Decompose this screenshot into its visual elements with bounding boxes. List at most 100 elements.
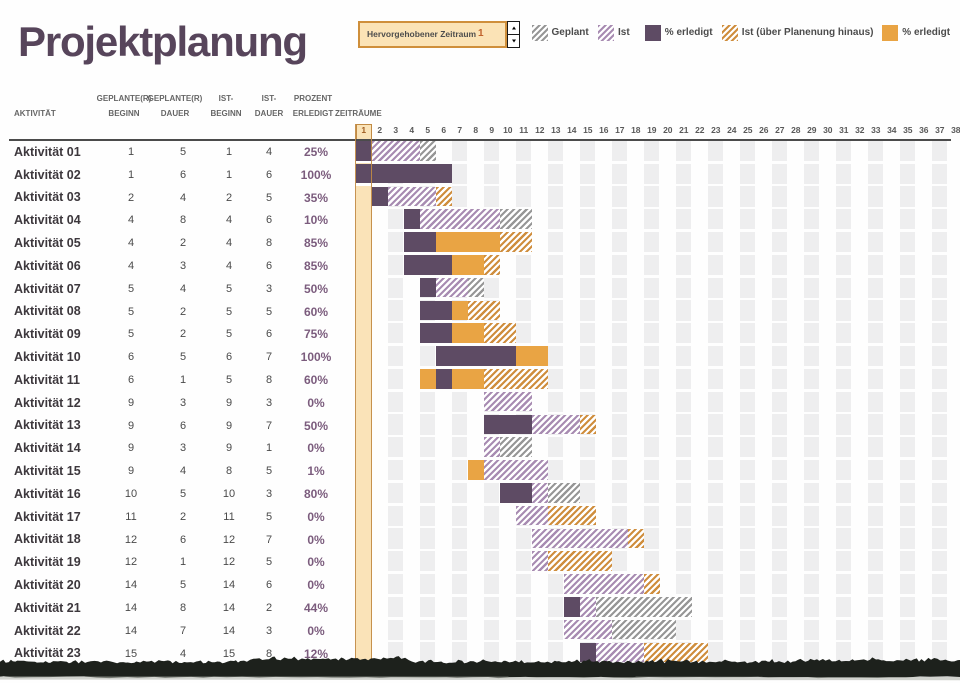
timeline-period-label: 15	[583, 125, 593, 135]
table-value-plan-start: 9	[127, 442, 135, 455]
grid-stripe-cell	[420, 574, 436, 595]
grid-stripe-cell	[772, 254, 788, 275]
gantt-bar-purple-hatch	[531, 414, 580, 435]
grid-stripe-cell	[452, 460, 468, 481]
table-value-actual-start: 1	[225, 146, 233, 158]
timeline-period-label: 37	[935, 125, 945, 135]
grid-stripe-cell	[932, 574, 948, 595]
table-value-plan-duration: 6	[179, 168, 187, 181]
grid-stripe-cell	[804, 163, 820, 184]
grid-stripe-cell	[484, 574, 500, 595]
table-value-plan-start: 14	[124, 579, 138, 592]
table-value-plan-start: 12	[124, 533, 138, 546]
legend: Geplant Ist % erledigt Ist (über Planenung …	[0, 0, 960, 50]
grid-stripe-cell	[772, 391, 788, 412]
spinner-up-button[interactable]	[508, 22, 519, 34]
table-value-plan-duration: 2	[179, 237, 187, 250]
table-value-plan-duration: 3	[179, 260, 187, 272]
gantt-bar-orange-hatch	[499, 232, 532, 252]
timeline-period-label: 9	[489, 125, 495, 135]
grid-stripe-cell	[708, 140, 724, 161]
activity-name: Aktivität 17	[14, 509, 81, 524]
grid-stripe-cell	[612, 505, 628, 526]
grid-stripe-cell	[484, 186, 500, 207]
grid-stripe-cell	[772, 300, 788, 321]
grid-stripe-cell	[836, 368, 852, 389]
grid-stripe-cell	[548, 232, 564, 253]
gantt-bar-orange-hatch	[643, 574, 660, 594]
grid-stripe-cell	[932, 642, 948, 663]
legend-swatch-orange-hatch-icon	[721, 25, 738, 41]
grid-stripe-cell	[676, 163, 692, 184]
legend-swatch-purple-hatch-icon	[598, 25, 614, 41]
grid-stripe-cell	[836, 642, 852, 663]
grid-stripe-cell	[516, 642, 532, 663]
gantt-bar-purple-solid	[483, 414, 532, 435]
grid-stripe-cell	[612, 368, 628, 389]
table-value-plan-duration: 3	[179, 442, 187, 455]
grid-stripe-cell	[676, 505, 692, 526]
grid-stripe-cell	[836, 460, 852, 481]
grid-stripe-cell	[612, 323, 628, 344]
table-value-actual-start: 12	[222, 556, 236, 569]
timeline-period-label: 34	[887, 125, 897, 135]
grid-stripe-cell	[676, 460, 692, 481]
grid-stripe-cell	[804, 551, 820, 572]
grid-stripe-cell	[868, 437, 884, 458]
grid-stripe-cell	[772, 482, 788, 503]
grid-stripe-cell	[804, 209, 820, 230]
table-value-plan-start: 6	[127, 374, 135, 386]
percent-complete-value: 44%	[303, 601, 329, 615]
grid-stripe-cell	[868, 551, 884, 572]
table-top-border	[9, 138, 951, 141]
gantt-bar-orange-hatch	[483, 323, 516, 343]
grid-stripe-cell	[676, 300, 692, 321]
grid-stripe-cell	[644, 528, 660, 549]
grid-stripe-cell	[804, 186, 820, 207]
table-value-actual-duration: 2	[265, 602, 273, 614]
timeline-period-label: 10	[503, 125, 513, 135]
table-value-actual-start: 12	[222, 533, 236, 546]
grid-stripe-cell	[900, 414, 916, 435]
gantt-bar-purple-solid	[403, 254, 452, 275]
grid-stripe-cell	[836, 551, 852, 572]
grid-stripe-cell	[740, 642, 756, 663]
grid-stripe-cell	[580, 323, 596, 344]
percent-complete-value: 80%	[303, 487, 329, 501]
activity-name: Aktivität 02	[14, 167, 81, 182]
grid-stripe-cell	[644, 232, 660, 253]
table-value-plan-duration: 7	[179, 624, 187, 637]
table-value-actual-duration: 6	[265, 579, 273, 592]
grid-stripe-cell	[612, 140, 628, 161]
highlight-column-border	[355, 123, 357, 665]
grid-stripe-cell	[836, 140, 852, 161]
grid-stripe-cell	[772, 528, 788, 549]
grid-stripe-cell	[548, 619, 564, 640]
highlight-period-control[interactable]: Hervorgehobener Zeitraum 1	[358, 21, 507, 48]
grid-stripe-cell	[932, 505, 948, 526]
grid-stripe-cell	[548, 209, 564, 230]
grid-stripe-cell	[708, 186, 724, 207]
grid-stripe-cell	[772, 574, 788, 595]
grid-stripe-cell	[772, 551, 788, 572]
grid-stripe-cell	[676, 368, 692, 389]
grid-stripe-cell	[900, 277, 916, 298]
grid-stripe-cell	[452, 414, 468, 435]
percent-complete-value: 0%	[307, 578, 325, 593]
grid-stripe-cell	[772, 323, 788, 344]
gantt-bar-gray-hatch	[611, 619, 676, 640]
grid-stripe-cell	[676, 232, 692, 253]
grid-stripe-cell	[932, 346, 948, 367]
column-header-periods: ZEITRÄUME	[335, 108, 382, 118]
grid-stripe-cell	[932, 186, 948, 207]
spinner-down-button[interactable]	[508, 34, 519, 47]
grid-stripe-cell	[420, 528, 436, 549]
table-value-actual-start: 2	[225, 191, 233, 204]
grid-stripe-cell	[900, 482, 916, 503]
table-value-plan-start: 1	[127, 168, 135, 181]
grid-stripe-cell	[612, 414, 628, 435]
grid-stripe-cell	[772, 505, 788, 526]
legend-label: % erledigt	[664, 27, 713, 38]
grid-stripe-cell	[836, 346, 852, 367]
grid-stripe-cell	[516, 140, 532, 161]
